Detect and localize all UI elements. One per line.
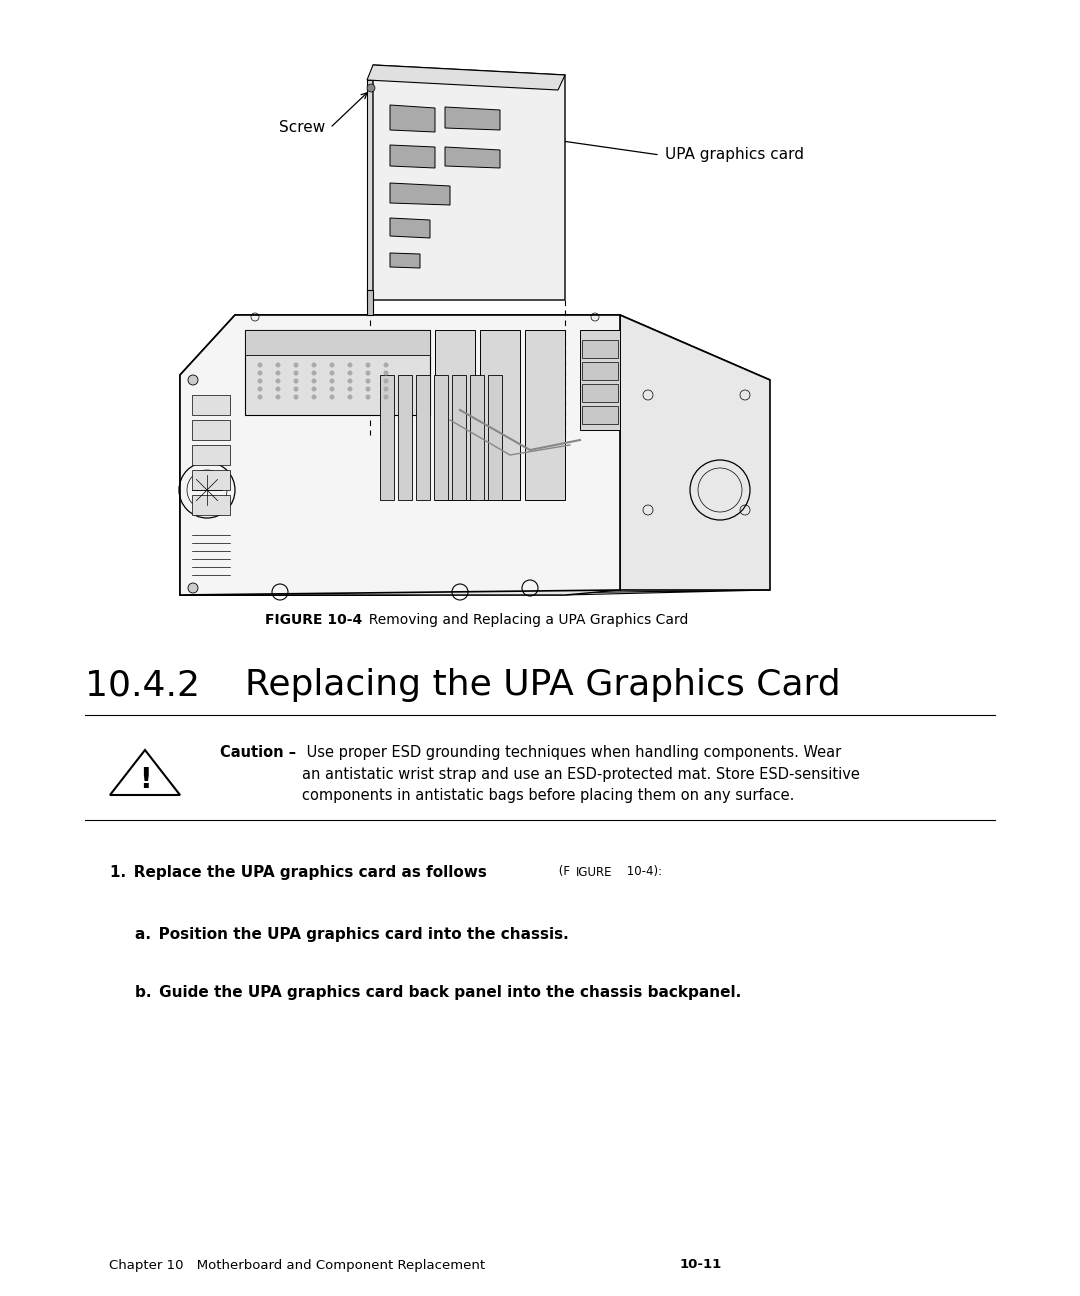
Circle shape (275, 378, 281, 384)
Text: 10-11: 10-11 (680, 1258, 723, 1271)
Circle shape (257, 363, 262, 368)
Polygon shape (367, 290, 373, 315)
Polygon shape (192, 420, 230, 441)
Circle shape (311, 386, 316, 391)
Polygon shape (390, 183, 450, 205)
Circle shape (383, 371, 389, 376)
Circle shape (257, 378, 262, 384)
Text: 1. Replace the UPA graphics card as follows: 1. Replace the UPA graphics card as foll… (110, 864, 487, 880)
Circle shape (311, 363, 316, 368)
Circle shape (188, 583, 198, 594)
Polygon shape (434, 375, 448, 500)
Polygon shape (245, 330, 430, 415)
Polygon shape (245, 330, 430, 355)
Polygon shape (373, 65, 565, 299)
Polygon shape (620, 315, 770, 590)
Polygon shape (453, 375, 465, 500)
Text: IGURE: IGURE (576, 866, 612, 879)
Circle shape (329, 363, 335, 368)
Polygon shape (367, 80, 373, 299)
Circle shape (329, 378, 335, 384)
Text: 10-4):: 10-4): (623, 866, 662, 879)
Circle shape (348, 386, 352, 391)
Polygon shape (445, 146, 500, 168)
Circle shape (188, 375, 198, 385)
Polygon shape (488, 375, 502, 500)
Circle shape (257, 371, 262, 376)
Circle shape (365, 386, 370, 391)
Text: Chapter 10 Motherboard and Component Replacement: Chapter 10 Motherboard and Component Rep… (109, 1258, 485, 1271)
Circle shape (257, 394, 262, 399)
Circle shape (348, 363, 352, 368)
Polygon shape (390, 253, 420, 268)
Polygon shape (180, 590, 620, 595)
Polygon shape (192, 470, 230, 490)
Polygon shape (390, 105, 435, 132)
Polygon shape (582, 384, 618, 402)
Polygon shape (192, 495, 230, 515)
Polygon shape (380, 375, 394, 500)
Circle shape (275, 394, 281, 399)
Circle shape (367, 84, 375, 92)
Polygon shape (367, 65, 565, 89)
Circle shape (348, 371, 352, 376)
Polygon shape (445, 108, 500, 130)
Polygon shape (192, 445, 230, 465)
Circle shape (294, 363, 298, 368)
Polygon shape (390, 145, 435, 168)
Text: Screw: Screw (279, 121, 325, 136)
Polygon shape (470, 375, 484, 500)
Circle shape (365, 363, 370, 368)
Polygon shape (435, 330, 475, 500)
Circle shape (275, 371, 281, 376)
Polygon shape (235, 315, 770, 380)
Circle shape (329, 371, 335, 376)
Circle shape (365, 371, 370, 376)
Text: Caution –: Caution – (220, 745, 296, 759)
Circle shape (275, 363, 281, 368)
Text: Removing and Replacing a UPA Graphics Card: Removing and Replacing a UPA Graphics Ca… (360, 613, 688, 627)
Circle shape (311, 371, 316, 376)
Circle shape (294, 386, 298, 391)
Text: Replacing the UPA Graphics Card: Replacing the UPA Graphics Card (245, 667, 840, 702)
Text: FIGURE 10-4: FIGURE 10-4 (265, 613, 362, 627)
Polygon shape (582, 362, 618, 380)
Circle shape (294, 394, 298, 399)
Circle shape (257, 386, 262, 391)
Text: 10.4.2: 10.4.2 (85, 667, 200, 702)
Polygon shape (480, 330, 519, 500)
Polygon shape (180, 590, 770, 595)
Polygon shape (416, 375, 430, 500)
Circle shape (365, 378, 370, 384)
Polygon shape (525, 330, 565, 500)
Circle shape (348, 378, 352, 384)
Text: a. Position the UPA graphics card into the chassis.: a. Position the UPA graphics card into t… (135, 928, 569, 942)
Polygon shape (399, 375, 411, 500)
Circle shape (311, 394, 316, 399)
Circle shape (294, 371, 298, 376)
Polygon shape (580, 330, 620, 430)
Polygon shape (390, 218, 430, 238)
Text: !: ! (138, 766, 151, 794)
Polygon shape (180, 315, 235, 595)
Circle shape (383, 363, 389, 368)
Circle shape (311, 378, 316, 384)
Polygon shape (582, 340, 618, 358)
Text: UPA graphics card: UPA graphics card (665, 148, 804, 162)
Circle shape (365, 394, 370, 399)
Circle shape (348, 394, 352, 399)
Circle shape (329, 394, 335, 399)
Polygon shape (192, 395, 230, 415)
Text: (F: (F (555, 866, 570, 879)
Text: b. Guide the UPA graphics card back panel into the chassis backpanel.: b. Guide the UPA graphics card back pane… (135, 985, 741, 1001)
Circle shape (275, 386, 281, 391)
Circle shape (294, 378, 298, 384)
Circle shape (329, 386, 335, 391)
Circle shape (383, 386, 389, 391)
Polygon shape (180, 315, 620, 595)
Circle shape (383, 394, 389, 399)
Text: Use proper ESD grounding techniques when handling components. Wear
an antistatic: Use proper ESD grounding techniques when… (302, 745, 860, 804)
Polygon shape (582, 406, 618, 424)
Circle shape (383, 378, 389, 384)
